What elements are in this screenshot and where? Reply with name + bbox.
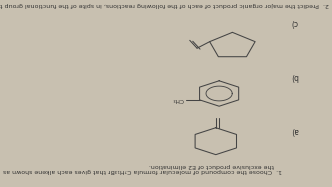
Text: c): c) bbox=[290, 18, 297, 27]
Text: a): a) bbox=[290, 126, 298, 135]
Text: 1.  Choose the compound of molecular formula C₇H₁₃Br that gives each alkene show: 1. Choose the compound of molecular form… bbox=[3, 163, 282, 174]
Text: $\mathregular{CH_3}$: $\mathregular{CH_3}$ bbox=[172, 95, 185, 104]
Text: b): b) bbox=[290, 72, 298, 81]
Text: 2.  Predict the major organic product of each of the following reactions, in spi: 2. Predict the major organic product of … bbox=[0, 2, 329, 7]
